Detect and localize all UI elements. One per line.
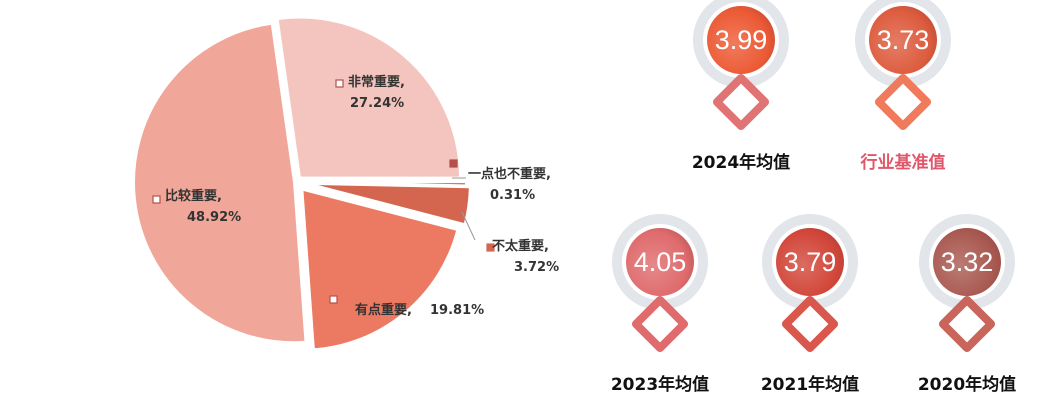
slice-percent: 48.92% — [187, 210, 241, 225]
pie-slice — [309, 182, 471, 226]
score-value: 4.05 — [626, 228, 694, 296]
pie-slice — [276, 16, 461, 179]
legend-marker — [335, 79, 344, 88]
legend-marker — [449, 159, 458, 168]
slice-percent: 19.81% — [430, 303, 484, 318]
pie-slice — [305, 181, 468, 187]
score-badge: 4.05 — [612, 214, 708, 310]
slice-label: 非常重要, — [348, 74, 405, 90]
legend-marker — [152, 195, 161, 204]
badge-caption: 行业基准值 — [860, 153, 946, 173]
badge-caption: 2023年均值 — [610, 375, 710, 395]
pie-slice — [133, 22, 307, 344]
slice-label: 比较重要, — [165, 188, 222, 204]
slice-label: 一点也不重要, — [468, 166, 551, 182]
score-badge: 3.79 — [762, 214, 858, 310]
slice-label: 有点重要, — [355, 302, 412, 318]
leader-line — [461, 211, 476, 241]
slice-label: 不太重要, — [492, 238, 549, 254]
slice-percent: 0.31% — [490, 188, 535, 203]
pie-chart: 非常重要, 27.24% 一点也不重要, 0.31% 不太重要, 3.72% 有点重要, 1… — [133, 16, 559, 351]
legend-marker — [486, 243, 495, 252]
badge-caption: 2021年均值 — [760, 375, 860, 395]
score-value: 3.32 — [933, 228, 1001, 296]
badge-caption: 2024年均值 — [691, 153, 791, 173]
score-value: 3.79 — [776, 228, 844, 296]
slice-percent: 3.72% — [514, 260, 559, 275]
legend-marker — [329, 295, 338, 304]
score-value: 3.73 — [869, 6, 937, 74]
pie-slice — [301, 188, 459, 351]
score-value: 3.99 — [707, 6, 775, 74]
score-badge: 3.32 — [919, 214, 1015, 310]
badge-caption: 2020年均值 — [917, 375, 1017, 395]
slice-percent: 27.24% — [350, 96, 404, 111]
